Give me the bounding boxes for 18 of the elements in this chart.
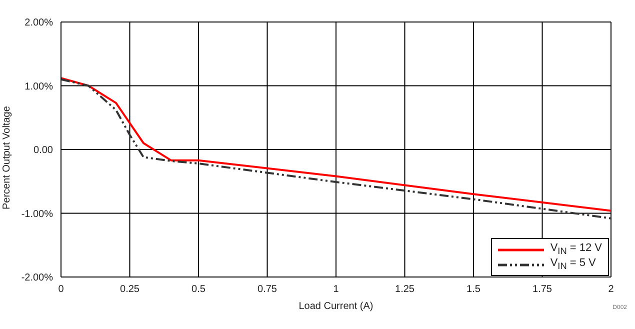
legend-label: V$_{IN}$ = 5 V: [550, 257, 596, 272]
x-tick-label: 0: [58, 284, 64, 296]
x-tick-label: 1: [333, 284, 340, 296]
x-tick-label: 2: [608, 284, 614, 296]
x-tick-label: 0.75: [258, 284, 278, 296]
x-tick-label: 0.5: [192, 284, 206, 296]
legend-label: V$_{IN}$ = 12 V: [550, 242, 602, 257]
x-tick-label: 1.5: [466, 284, 481, 296]
y-tick-label: 0.00: [34, 145, 54, 156]
y-axis-title: Percent Output Voltage: [2, 106, 13, 210]
x-tick-label: 1.75: [532, 284, 552, 296]
x-tick-label: 0.25: [120, 284, 140, 296]
y-tick-label: -1.00%: [21, 208, 54, 220]
x-tick-label: 1.25: [395, 284, 415, 296]
y-tick-label: 1.00%: [24, 81, 54, 92]
y-tick-label: -2.00%: [21, 272, 54, 284]
x-axis-title: Load Current (A): [298, 301, 374, 312]
y-tick-label: 2.00%: [24, 18, 54, 29]
